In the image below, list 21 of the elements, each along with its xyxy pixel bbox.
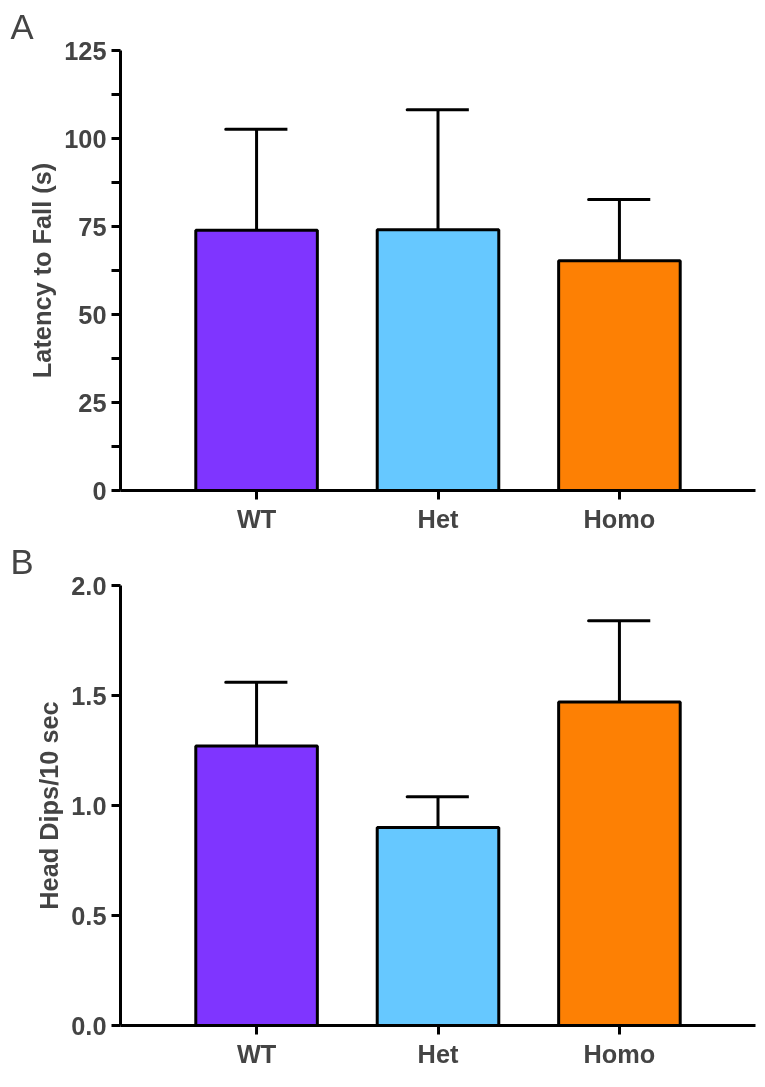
y-tick-label: 1.5 — [71, 681, 107, 710]
x-tick-label: Homo — [583, 1039, 656, 1068]
y-tick-label: 0.5 — [71, 901, 107, 930]
y-tick-label: 125 — [64, 36, 107, 65]
y-tick-label: 50 — [78, 300, 107, 329]
y-tick-label: 25 — [78, 388, 107, 417]
y-axis-title: Latency to Fall (s) — [28, 162, 57, 379]
y-tick-label: 1.0 — [71, 791, 107, 820]
x-tick-label: Homo — [583, 504, 656, 533]
x-tick-label: WT — [236, 1039, 277, 1068]
x-tick-label: Het — [417, 504, 459, 533]
chart-title: B — [10, 542, 34, 581]
x-tick-label: Het — [417, 1039, 459, 1068]
y-tick-label: 100 — [64, 124, 107, 153]
y-axis-title: Head Dips/10 sec — [35, 701, 64, 910]
y-tick-label: 75 — [78, 212, 107, 241]
chart-title: A — [10, 7, 35, 46]
y-tick-label: 0 — [92, 476, 107, 505]
x-tick-label: WT — [236, 504, 277, 533]
y-tick-label: 2.0 — [71, 571, 107, 600]
y-tick-label: 0.0 — [71, 1011, 107, 1040]
